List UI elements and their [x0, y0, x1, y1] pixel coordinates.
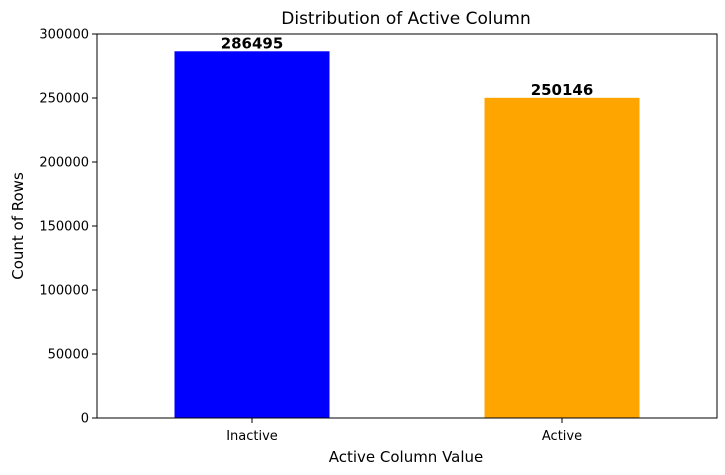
data-label: 286495	[221, 34, 284, 52]
plot-frame	[96, 33, 718, 419]
x-tick-label: Inactive	[226, 429, 278, 444]
y-tick-label: 50000	[48, 348, 89, 363]
y-tick-label: 150000	[39, 220, 89, 235]
x-axis-title: Active Column Value	[329, 448, 484, 466]
y-tick-label: 200000	[39, 156, 89, 171]
chart-title: Distribution of Active Column	[281, 9, 530, 29]
y-axis-ticks: 0 50000 100000 150000 200000 250000 300000	[39, 28, 97, 427]
data-label: 250146	[531, 81, 594, 99]
bars: 286495 250146	[174, 34, 640, 419]
y-tick-label: 100000	[39, 284, 89, 299]
y-tick-label: 0	[81, 412, 89, 427]
x-axis-ticks: Inactive Active	[226, 418, 582, 444]
y-axis-title: Count of Rows	[9, 172, 27, 280]
bar-active	[484, 97, 640, 419]
y-tick-label: 250000	[39, 92, 89, 107]
y-tick-label: 300000	[39, 28, 89, 43]
bar-inactive	[174, 51, 330, 418]
x-tick-label: Active	[542, 429, 582, 444]
